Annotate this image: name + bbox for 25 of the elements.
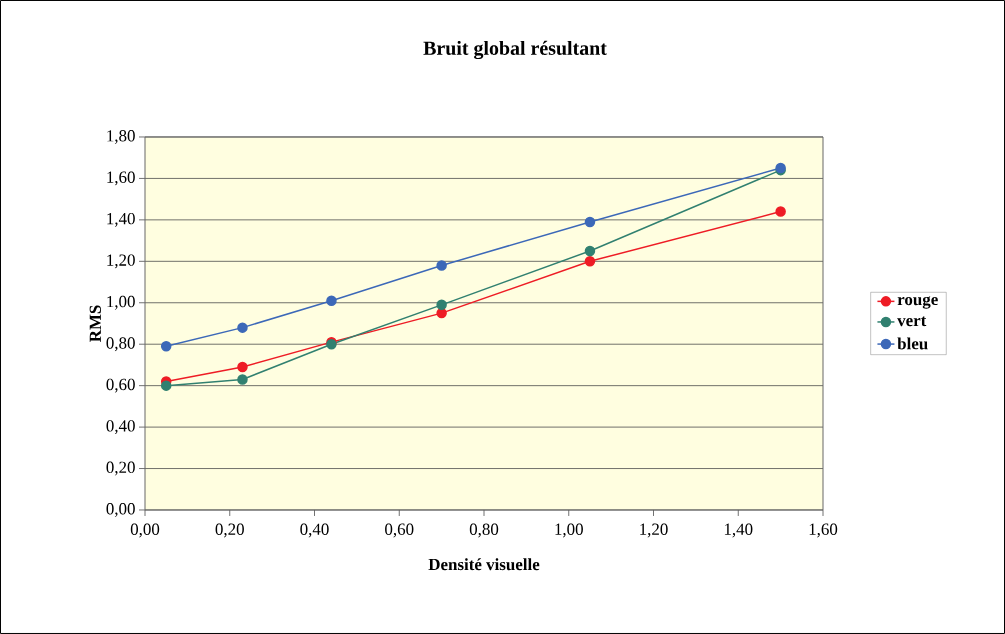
- y-tick-label: 0,00: [106, 503, 135, 517]
- y-tick-label: 0,40: [106, 420, 135, 435]
- y-tick-label: 1,20: [107, 254, 135, 269]
- x-tick-label: 0,20: [215, 523, 244, 538]
- y-tick-label: 0,20: [106, 461, 135, 476]
- legend-label: bleu: [897, 337, 928, 350]
- x-axis-title: Densité visuelle: [428, 558, 540, 571]
- y-axis-title: RMS: [89, 305, 102, 343]
- x-tick-label: 1,60: [809, 523, 838, 538]
- x-tick-label: 1,40: [724, 523, 753, 538]
- chart-title: Bruit global résultant: [423, 40, 607, 60]
- x-tick-label: 0,40: [300, 523, 329, 538]
- legend-label: rouge: [897, 296, 938, 309]
- y-tick-label: 0,60: [106, 378, 135, 393]
- x-tick-label: 0,80: [469, 523, 499, 538]
- y-tick-label: 1,00: [107, 295, 135, 310]
- legend-label: vert: [897, 316, 927, 327]
- y-tick-label: 1,40: [107, 212, 135, 227]
- x-tick-label: 1,20: [640, 523, 668, 538]
- x-tick-label: 0,60: [385, 523, 414, 538]
- y-tick-label: 1,60: [107, 171, 135, 186]
- x-tick-label: 0,00: [130, 523, 160, 538]
- y-tick-label: 1,80: [107, 130, 135, 144]
- x-tick-label: 1,00: [555, 523, 583, 538]
- y-tick-label: 0,80: [106, 337, 135, 352]
